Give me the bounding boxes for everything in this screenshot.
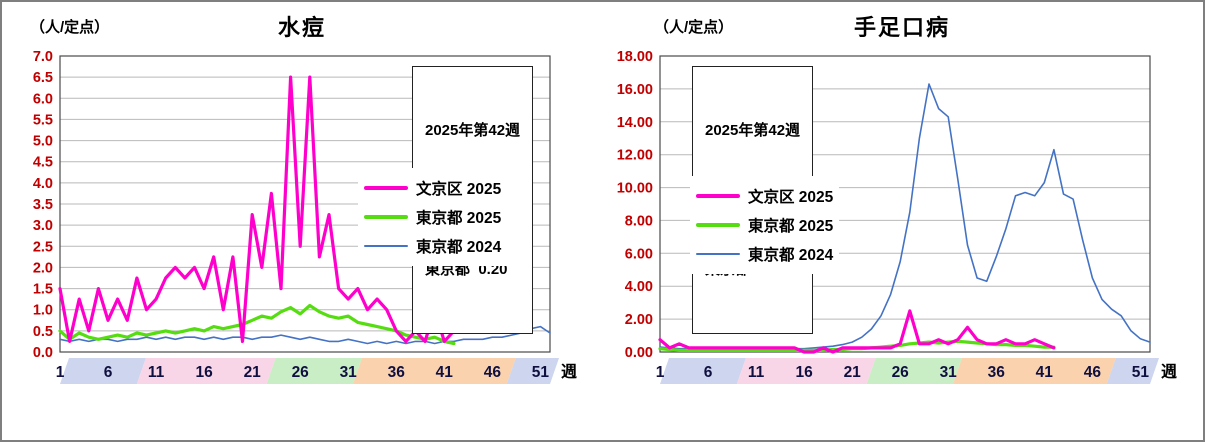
y-tick-label: 6.0 xyxy=(33,91,53,107)
x-tick-label: 16 xyxy=(195,364,213,381)
legend: 文京区 2025 東京都 2025 東京都 2024 xyxy=(690,176,840,274)
legend-line-sample-bunkyo xyxy=(696,194,740,198)
x-tick-label: 41 xyxy=(1036,364,1054,381)
x-tick-label: 41 xyxy=(436,364,454,381)
legend-line-sample-tokyo-2025 xyxy=(364,215,408,219)
y-tick-label: 7.0 xyxy=(33,49,53,65)
series-bunkyoku-2025 xyxy=(658,309,1056,354)
x-tick-label: 36 xyxy=(388,364,406,381)
x-axis-unit-label: 週 xyxy=(561,363,577,381)
y-tick-label: 2.00 xyxy=(625,312,653,328)
x-tick-label: 11 xyxy=(748,364,765,381)
y-tick-label: 18.00 xyxy=(617,49,653,65)
legend-item: 東京都 2024 xyxy=(364,235,501,257)
x-tick-label: 21 xyxy=(244,364,262,381)
x-tick-label: 6 xyxy=(704,364,713,381)
info-week: 2025年第42週 xyxy=(705,121,801,139)
info-week: 2025年第42週 xyxy=(425,121,521,139)
hfmd-line-chart: 0.00 2.00 4.00 6.00 8.00 10.00 12.00 14.00 16.00… xyxy=(617,49,1177,384)
x-tick-label: 26 xyxy=(292,364,310,381)
legend-item: 東京都 2024 xyxy=(696,243,833,265)
y-tick-label: 6.5 xyxy=(33,70,53,86)
x-axis-unit-label: 週 xyxy=(1161,363,1177,381)
x-tick-label: 1 xyxy=(56,364,65,381)
x-tick-label: 26 xyxy=(892,364,910,381)
y-tick-label: 3.0 xyxy=(33,218,53,234)
season-band xyxy=(736,358,876,384)
series-tokyo-2025 xyxy=(58,303,456,346)
season-band xyxy=(136,358,276,384)
y-tick-label: 5.0 xyxy=(33,134,53,150)
x-tick-label: 51 xyxy=(1132,364,1150,381)
y-tick-label: 12.00 xyxy=(617,148,653,164)
y-tick-label: 3.5 xyxy=(33,197,53,213)
season-band xyxy=(953,358,1116,384)
x-tick-label: 46 xyxy=(484,364,502,381)
chart-panel-varicella: （人/定点） 水痘 0.0 0.5 1.0 1.5 2.0 2.5 3.0 3.5 4.0 4.5… xyxy=(2,2,602,440)
y-tick-label: 1.5 xyxy=(33,282,53,298)
y-tick-label: 2.5 xyxy=(33,239,53,255)
legend-line-sample-bunkyo xyxy=(364,186,408,190)
legend-label: 東京都 2025 xyxy=(748,218,834,235)
x-tick-label: 31 xyxy=(940,364,958,381)
y-tick-label: 0.00 xyxy=(625,345,653,361)
x-tick-label: 1 xyxy=(656,364,665,381)
y-tick-label: 16.00 xyxy=(617,82,653,98)
legend: 文京区 2025 東京都 2025 東京都 2024 xyxy=(358,168,508,266)
y-axis-unit-label: （人/定点） xyxy=(654,19,734,36)
season-band xyxy=(266,358,362,384)
series-tokyo-2024 xyxy=(59,325,551,345)
season-band xyxy=(866,358,962,384)
legend-item: 東京都 2025 xyxy=(696,214,833,236)
y-tick-label: 4.5 xyxy=(33,155,53,171)
plot-border xyxy=(659,55,1151,353)
x-tick-label: 6 xyxy=(104,364,113,381)
legend-label: 東京都 2024 xyxy=(748,247,834,264)
y-tick-label: 2.0 xyxy=(33,260,53,276)
x-tick-label: 46 xyxy=(1084,364,1102,381)
season-band xyxy=(60,358,146,384)
legend-label: 東京都 2024 xyxy=(416,239,502,256)
x-tick-label: 16 xyxy=(795,364,813,381)
chart-title-varicella: 水痘 xyxy=(277,15,326,40)
y-tick-label: 6.00 xyxy=(625,246,653,262)
series-bunkyoku-2025 xyxy=(58,75,456,343)
y-tick-label: 5.5 xyxy=(33,112,53,128)
y-tick-label: 1.0 xyxy=(33,303,53,319)
legend-label: 文京区 2025 xyxy=(748,189,834,206)
x-tick-label: 21 xyxy=(844,364,862,381)
legend-label: 文京区 2025 xyxy=(416,181,502,198)
legend-item: 文京区 2025 xyxy=(696,185,833,207)
x-tick-label: 11 xyxy=(148,364,165,381)
y-axis-unit-label: （人/定点） xyxy=(30,19,110,36)
legend-item: 東京都 2025 xyxy=(364,206,501,228)
season-band xyxy=(506,358,559,384)
season-band xyxy=(353,358,516,384)
x-tick-label: 36 xyxy=(988,364,1006,381)
legend-line-sample-tokyo-2024 xyxy=(364,245,408,247)
chart-title-hfmd: 手足口病 xyxy=(853,15,950,40)
y-tick-label: 0.0 xyxy=(33,345,53,361)
x-tick-label: 31 xyxy=(340,364,358,381)
y-tick-label: 4.00 xyxy=(625,279,653,295)
plot-border xyxy=(59,55,551,353)
chart-panel-hfmd: （人/定点） 手足口病 0.00 2.00 4.00 6.00 8.00 10.00 12.… xyxy=(602,2,1202,440)
y-tick-label: 10.00 xyxy=(617,181,653,197)
y-tick-label: 4.0 xyxy=(33,176,53,192)
legend-line-sample-tokyo-2025 xyxy=(696,223,740,227)
season-band xyxy=(660,358,746,384)
y-tick-label: 0.5 xyxy=(33,324,53,340)
legend-line-sample-tokyo-2024 xyxy=(696,253,740,255)
legend-label: 東京都 2025 xyxy=(416,210,502,227)
y-tick-label: 14.00 xyxy=(617,115,653,131)
season-band xyxy=(1106,358,1159,384)
legend-item: 文京区 2025 xyxy=(364,177,501,199)
y-tick-label: 8.00 xyxy=(625,213,653,229)
x-tick-label: 51 xyxy=(532,364,550,381)
